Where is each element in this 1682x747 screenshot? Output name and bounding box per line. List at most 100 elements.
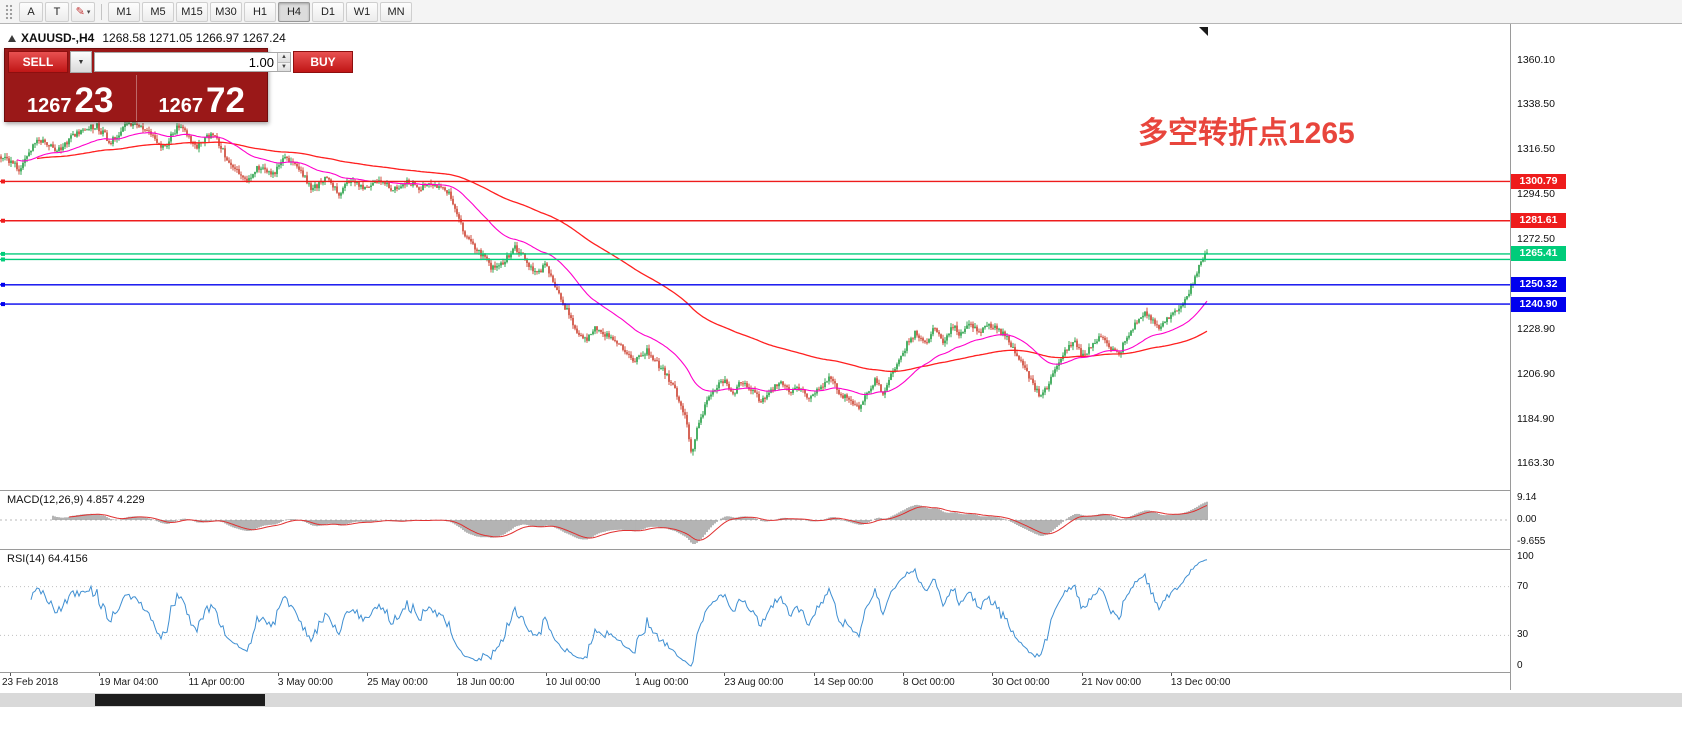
arrow-tool-label: A [27,5,35,18]
time-tick [99,673,101,676]
time-tick [456,673,458,676]
toolbar: A T ✎ ▾ M1 M5 M15 M30 H1 H4 D1 W1 MN [0,0,1682,24]
price-chart-canvas[interactable] [0,24,1510,490]
timeframe-buttons: M1 M5 M15 M30 H1 H4 D1 W1 MN [107,1,413,22]
time-label: 30 Oct 00:00 [992,677,1050,688]
price-tick-label: 1294.50 [1517,188,1555,201]
price-level-tag[interactable]: 1281.61 [1511,213,1566,229]
timeframe-button-w1[interactable]: W1 [346,1,378,22]
bid-ask-row: 1267 23 1267 72 [5,75,267,121]
rsi-chart-canvas[interactable] [0,550,1510,672]
taskbar-fragment [95,694,265,706]
volume-up-button[interactable]: ▲ [277,53,290,62]
time-tick [1081,673,1083,676]
time-label: 19 Mar 04:00 [99,677,159,688]
rsi-label: RSI(14) 64.4156 [7,553,88,565]
time-tick [1170,673,1172,676]
volume-down-button[interactable]: ▼ [277,61,290,71]
volume-field-wrap: ▲ ▼ [94,52,291,72]
pane-separator[interactable] [0,490,1511,491]
ask-pips: 72 [206,81,245,121]
time-label: 3 May 00:00 [277,677,333,688]
volume-stepper: ▲ ▼ [277,53,290,71]
price-tick-label: 1184.90 [1517,412,1555,425]
pane-separator[interactable] [0,549,1511,550]
time-label: 23 Feb 2018 [2,677,59,688]
time-label: 21 Nov 00:00 [1081,677,1142,688]
macd-tick-label: -9.655 [1517,536,1546,547]
time-label: 8 Oct 00:00 [903,677,955,688]
bid-main: 1267 [27,95,72,117]
ohlc-values: 1268.58 1271.05 1266.97 1267.24 [102,31,286,45]
time-tick [813,673,815,676]
price-axis-border [1510,24,1511,690]
timeframe-button-m5[interactable]: M5 [142,1,174,22]
arrow-tool-button[interactable]: A [19,1,43,22]
price-level-tag[interactable]: 1265.41 [1511,246,1566,262]
time-tick [10,673,11,676]
price-tick-label: 1316.50 [1517,143,1555,156]
price-level-tag[interactable]: 1250.32 [1511,277,1566,293]
rsi-tick-label: 100 [1517,551,1534,562]
timeframe-button-m15[interactable]: M15 [176,1,208,22]
bid-pips: 23 [74,81,114,121]
buy-button[interactable]: BUY [293,51,353,73]
time-label: 10 Jul 00:00 [545,677,601,688]
timeframe-button-m30[interactable]: M30 [210,1,242,22]
time-label: 14 Sep 00:00 [813,677,874,688]
ask-price[interactable]: 1267 72 [135,75,268,121]
symbol-triangle-icon [8,35,16,42]
chart-annotation-text: 多空转折点1265 [1138,117,1355,150]
timeframe-button-m1[interactable]: M1 [108,1,140,22]
time-label: 1 Aug 00:00 [635,677,689,688]
time-tick [188,673,190,676]
volume-dropdown-button[interactable]: ▼ [70,51,92,73]
toolbar-grip-icon[interactable] [5,3,13,20]
rsi-tick-label: 70 [1517,580,1529,592]
time-label: 25 May 00:00 [367,677,428,688]
time-tick [367,673,369,676]
volume-input[interactable] [95,53,277,71]
time-tick [992,673,994,676]
ask-main: 1267 [158,95,204,117]
price-tick-label: 1228.90 [1517,322,1555,335]
trade-controls-row: SELL ▼ ▲ ▼ BUY [5,49,353,75]
rsi-tick-label: 30 [1517,629,1529,641]
rsi-tick-label: 0 [1517,660,1523,671]
toolbar-separator [101,3,102,20]
timeframe-button-d1[interactable]: D1 [312,1,344,22]
macd-label: MACD(12,26,9) 4.857 4.229 [7,494,145,506]
time-tick [545,673,547,676]
price-tick-label: 1163.30 [1517,456,1555,469]
price-level-tag[interactable]: 1240.90 [1511,296,1566,312]
time-tick [635,673,637,676]
time-axis[interactable]: 23 Feb 2018 19 Mar 04:00 11 Apr 00:00 3 May… [0,673,1511,691]
time-tick [277,673,279,676]
time-label: 11 Apr 00:00 [188,677,245,688]
status-strip [0,693,1682,707]
price-level-tag[interactable]: 1300.79 [1511,173,1566,189]
bid-price[interactable]: 1267 23 [5,75,136,121]
time-label: 18 Jun 00:00 [456,677,515,688]
chevron-down-icon: ▾ [86,8,91,16]
timeframe-button-mn[interactable]: MN [380,1,412,22]
macd-tick-label: 9.14 [1517,492,1537,503]
pane-separator [0,672,1511,673]
chart-title: XAUUSD-,H4 1268.58 1271.05 1266.97 1267.2… [8,31,286,45]
text-tool-button[interactable]: T [45,1,69,22]
time-tick [724,673,726,676]
crayon-icon: ✎ [75,6,85,18]
time-label: 13 Dec 00:00 [1170,677,1231,688]
text-tool-label: T [53,5,61,18]
price-tick-label: 1206.90 [1517,367,1555,380]
one-click-trading-panel: SELL ▼ ▲ ▼ BUY 1267 23 1267 72 [4,48,353,122]
sell-button[interactable]: SELL [8,51,68,73]
price-tick-label: 1272.50 [1517,233,1555,246]
chart-shift-marker-icon[interactable] [1199,27,1208,36]
symbol-name: XAUUSD-,H4 [21,31,95,45]
timeframe-button-h4[interactable]: H4 [278,1,310,22]
crayon-tool-button[interactable]: ✎ ▾ [71,1,95,22]
timeframe-button-h1[interactable]: H1 [244,1,276,22]
macd-chart-canvas[interactable] [0,491,1510,549]
